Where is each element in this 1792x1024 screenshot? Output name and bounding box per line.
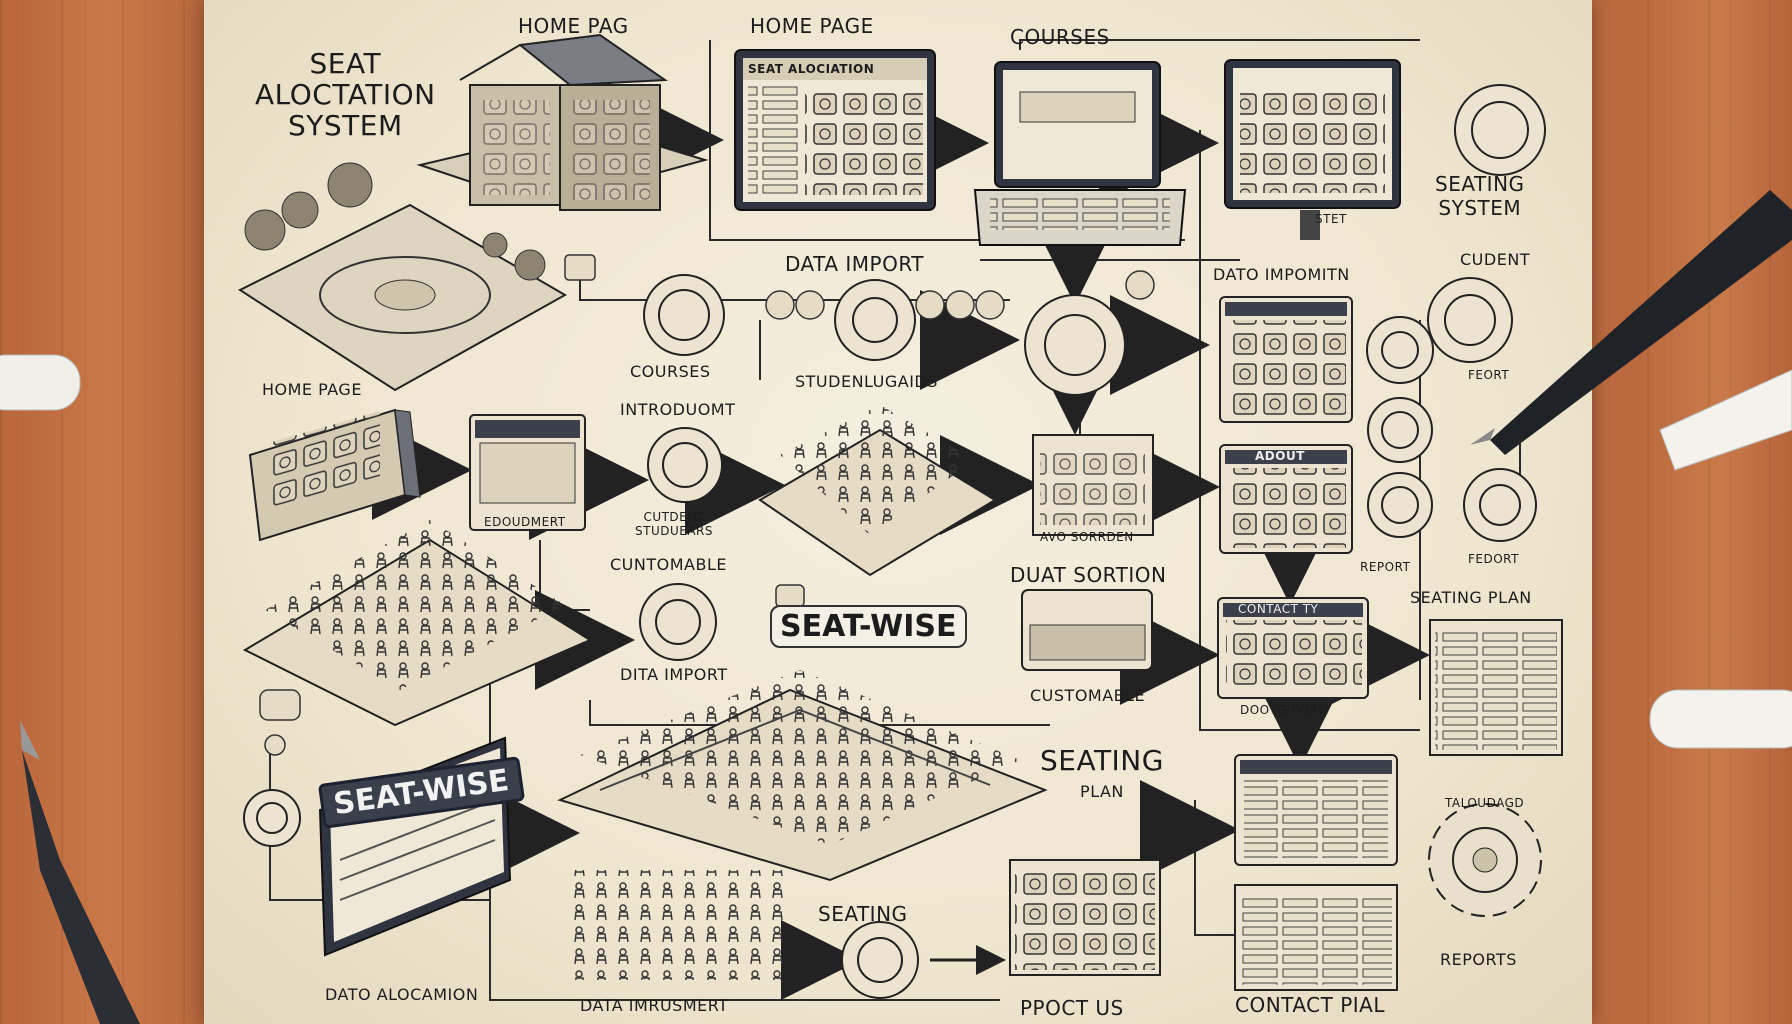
label-seating-plan-mid: SEATING PLAN bbox=[1040, 744, 1164, 801]
label-studenlugaids: STUDENLUGAIDS bbox=[795, 372, 938, 391]
label-stet: STET bbox=[1315, 212, 1347, 226]
label-customable: CUSTOMABLE bbox=[1030, 686, 1146, 705]
label-avo-sorrden: AVO SORRDEN bbox=[1040, 530, 1134, 544]
label-cuntomable: CUNTOMABLE bbox=[610, 555, 727, 574]
label-dita-import: DITA IMPORT bbox=[620, 665, 728, 684]
label-fedort: FEDORT bbox=[1468, 552, 1519, 566]
label-seating-system: SEATING SYSTEM bbox=[1435, 172, 1525, 220]
marker-right-top bbox=[1659, 369, 1792, 471]
adout-card bbox=[1219, 444, 1353, 554]
diagram-title: SEAT ALOCTATION SYSTEM bbox=[255, 47, 436, 142]
label-ppoct-us: PPOCT US bbox=[1020, 996, 1124, 1020]
doote-porti-card bbox=[1217, 597, 1369, 699]
pen-left bbox=[20, 720, 140, 1024]
duat-sortion-box bbox=[1021, 589, 1153, 671]
label-seating-bottom: SEATING bbox=[818, 902, 908, 926]
label-dato-impomitn: DATO IMPOMITN bbox=[1213, 265, 1350, 284]
label-courses-top: COURSES bbox=[1010, 25, 1110, 49]
label-contact-pial: CONTACT PIAL bbox=[1235, 993, 1385, 1017]
label-dato-alocamion: DATO ALOCAMION bbox=[325, 985, 479, 1004]
label-seating-plan-right: SEATING PLAN bbox=[1410, 588, 1532, 607]
campus-field-illustration bbox=[237, 162, 568, 392]
label-report: REPORT bbox=[1360, 560, 1411, 574]
edoudmert-card bbox=[469, 414, 586, 531]
label-home-page-mid: HOME PAGE bbox=[262, 380, 362, 399]
label-duat-sortion: DUAT SORTION bbox=[1010, 563, 1167, 587]
small-icon-strip bbox=[765, 270, 1155, 320]
home-page-screen bbox=[734, 49, 936, 211]
flow-arrows bbox=[372, 80, 1430, 1000]
small-widgets bbox=[259, 254, 805, 756]
round-icons bbox=[243, 84, 1546, 999]
contact-table bbox=[1234, 884, 1398, 991]
label-reports: REPORTS bbox=[1440, 950, 1517, 969]
label-introduomt: INTRODUOMT bbox=[620, 400, 736, 419]
screen-title: SEAT ALOCIATION bbox=[748, 62, 875, 76]
laptop-courses bbox=[973, 61, 1187, 246]
dato-impomitn-card bbox=[1219, 296, 1353, 423]
label-cudent: CUDENT bbox=[1460, 250, 1531, 269]
home-page-panel-3d bbox=[248, 408, 421, 542]
label-home-page-top: HOME PAGE bbox=[750, 14, 874, 38]
seat-wise-banner: SEAT-WISE bbox=[770, 605, 967, 648]
marker-right-bottom bbox=[1649, 689, 1792, 749]
monitor-seating-system bbox=[1224, 59, 1401, 240]
label-doote-porti: DOOTG PORTI bbox=[1240, 703, 1330, 717]
label-home-pag-top: HOME PAG bbox=[518, 14, 629, 38]
label-data-import: DATA IMPORT bbox=[785, 252, 924, 276]
seats-cluster-center bbox=[758, 405, 997, 577]
label-contact-ty: CONTACT TY bbox=[1238, 602, 1319, 616]
gear-icon bbox=[1428, 803, 1542, 917]
contact-card-top bbox=[1234, 754, 1398, 866]
label-data-imrusmert: DATA IMRUSMERT bbox=[580, 996, 729, 1015]
label-edoudmert: EDOUDMERT bbox=[484, 515, 566, 529]
lecture-hall-seats bbox=[557, 670, 1048, 882]
school-building-illustration bbox=[416, 33, 709, 211]
label-feort: FEORT bbox=[1468, 368, 1510, 382]
label-adout: ADOUT bbox=[1255, 449, 1305, 463]
seating-plan-table bbox=[1429, 619, 1563, 756]
label-small-tag: TALOUDAGD bbox=[1445, 796, 1525, 810]
seats-cluster-bottom bbox=[565, 870, 790, 980]
avo-sorrden-card bbox=[1032, 434, 1154, 536]
seats-cluster-left bbox=[242, 520, 593, 727]
label-cutdent-studuears: CUTDENT STUDUEARS bbox=[635, 510, 713, 538]
pen-right bbox=[1470, 190, 1792, 455]
marker-left bbox=[0, 354, 81, 411]
label-courses-mid: COURSES bbox=[630, 362, 711, 381]
ppoct-grid-card bbox=[1009, 859, 1161, 976]
